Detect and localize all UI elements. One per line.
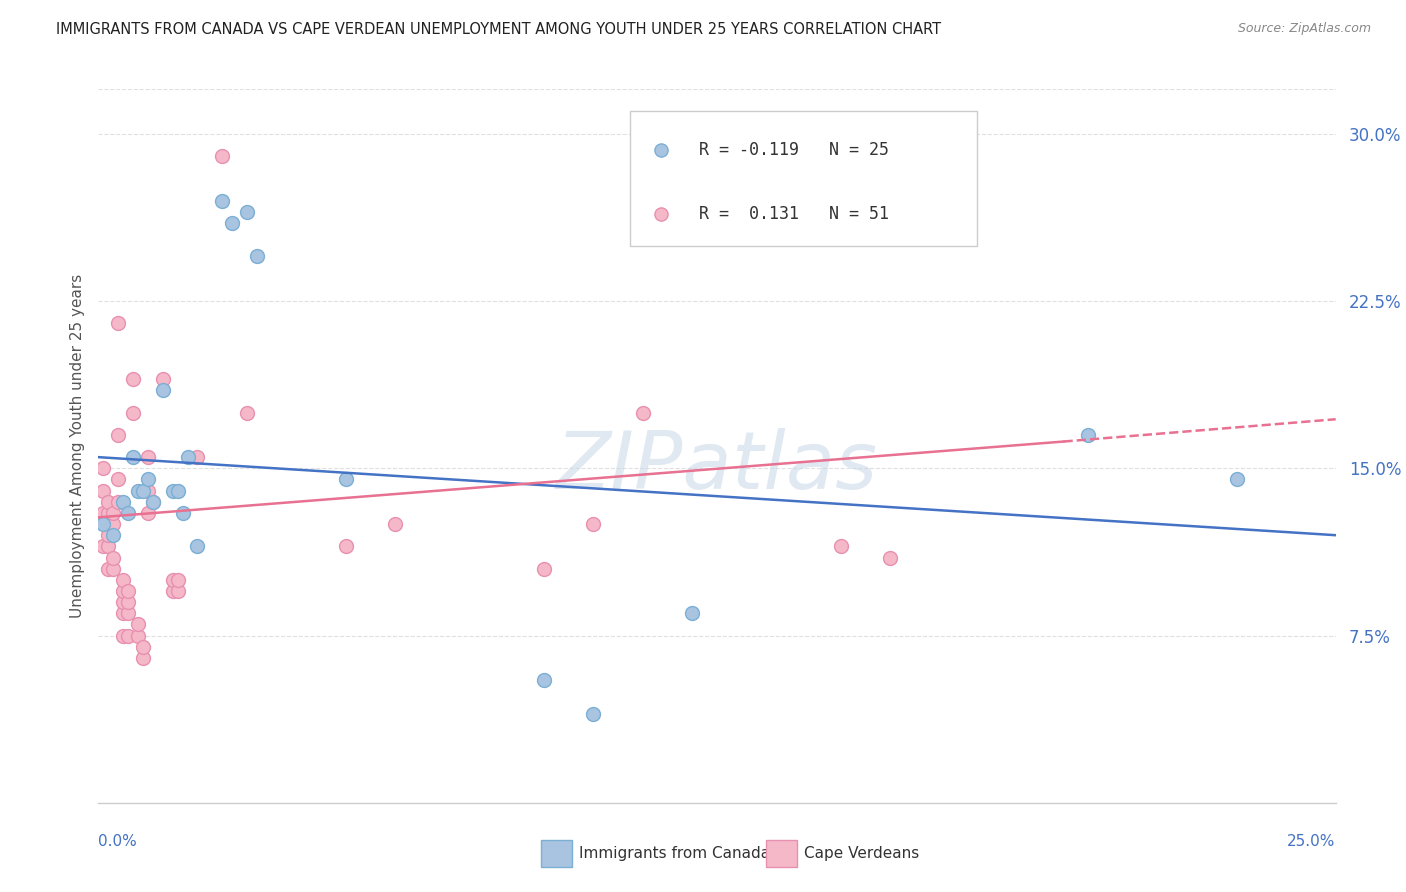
Point [533,562,555,576]
Point [97,506,120,520]
Text: R =  0.131   N = 51: R = 0.131 N = 51 [699,205,889,223]
Point [162,573,184,587]
Text: Source: ZipAtlas.com: Source: ZipAtlas.com [1237,22,1371,36]
Point [246,249,269,264]
Point [186,450,208,465]
Point [107,473,129,487]
Point [166,573,188,587]
Point [335,539,357,553]
Point [533,673,555,687]
Point [132,651,155,665]
Point [112,494,135,508]
Point [93,539,115,553]
Point [136,450,159,465]
Point [335,473,357,487]
Point [152,372,174,386]
Point [162,483,184,498]
Point [117,583,139,598]
Text: IMMIGRANTS FROM CANADA VS CAPE VERDEAN UNEMPLOYMENT AMONG YOUTH UNDER 25 YEARS C: IMMIGRANTS FROM CANADA VS CAPE VERDEAN U… [56,22,942,37]
Point [172,506,194,520]
Point [142,494,165,508]
Point [103,562,125,576]
Y-axis label: Unemployment Among Youth under 25 years: Unemployment Among Youth under 25 years [69,274,84,618]
Point [631,405,654,420]
Point [166,583,188,598]
Point [136,473,159,487]
Point [103,550,125,565]
Point [93,483,115,498]
Point [117,607,139,621]
Point [176,450,198,465]
Point [162,583,184,598]
Text: ZIPatlas: ZIPatlas [555,428,879,507]
Point [112,573,135,587]
Point [152,384,174,398]
Point [166,483,188,498]
Point [1077,427,1099,442]
Point [122,450,145,465]
Point [97,562,120,576]
Text: 25.0%: 25.0% [1288,834,1336,849]
Point [830,539,852,553]
Point [117,595,139,609]
Point [97,539,120,553]
Point [211,194,233,208]
Point [97,494,120,508]
Point [112,595,135,609]
Point [112,583,135,598]
Point [136,506,159,520]
Point [107,494,129,508]
Point [103,506,125,520]
Point [681,607,703,621]
Point [384,517,406,532]
Point [211,149,233,163]
Point [122,372,145,386]
Point [136,483,159,498]
Bar [630,111,977,246]
Point [117,506,139,520]
Point [93,461,115,475]
Point [122,405,145,420]
Point [236,405,259,420]
Point [582,706,605,721]
Point [97,528,120,542]
Point [93,517,115,532]
Point [103,517,125,532]
Point [127,483,149,498]
Point [112,607,135,621]
Point [132,483,155,498]
Point [879,550,901,565]
Point [142,494,165,508]
Text: 0.0%: 0.0% [98,834,138,849]
Point [132,640,155,654]
Point [107,427,129,442]
Point [186,539,208,553]
Text: Cape Verdeans: Cape Verdeans [804,847,920,861]
Point [582,517,605,532]
Point [236,204,259,219]
Point [117,628,139,642]
Point [103,528,125,542]
Point [112,628,135,642]
Point [127,617,149,632]
Text: R = -0.119   N = 25: R = -0.119 N = 25 [699,141,889,159]
Point [1226,473,1249,487]
Point [93,506,115,520]
Point [221,216,243,230]
Point [107,317,129,331]
Text: Immigrants from Canada: Immigrants from Canada [579,847,770,861]
Point [127,628,149,642]
